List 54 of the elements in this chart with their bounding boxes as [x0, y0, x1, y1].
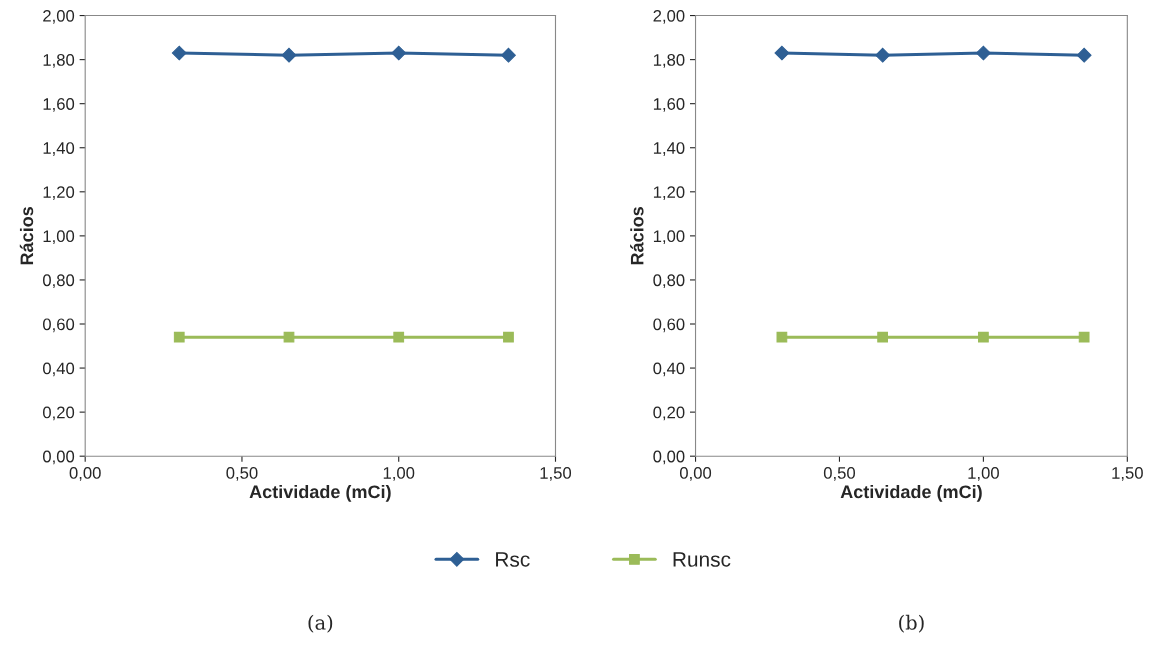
y-tick-label: 2,00 [43, 9, 75, 24]
y-tick-label: 1,60 [43, 98, 75, 112]
y-tick-label: 1,60 [653, 98, 685, 112]
x-tick-label: 0,00 [69, 467, 101, 481]
y-tick-label: 1,00 [653, 230, 685, 245]
point [1076, 47, 1092, 63]
point [776, 331, 788, 343]
x-tick-label: 0,50 [226, 467, 258, 481]
x-tick-label: 0,50 [823, 467, 856, 481]
y-tick-label: 1,40 [43, 142, 75, 156]
x-tick-label: 0,00 [679, 467, 712, 481]
point [283, 331, 295, 343]
y-tick-label: 0,20 [653, 406, 685, 421]
y-tick-label: 0,60 [42, 318, 75, 333]
text: (b) [899, 614, 924, 633]
point [978, 331, 989, 343]
y-axis-title: Rácios [630, 207, 644, 265]
x-tick-label: 1,00 [383, 467, 415, 481]
point [976, 45, 991, 61]
y-tick-label: 0,00 [42, 450, 75, 465]
point [391, 45, 407, 61]
y-tick-label: 0,80 [42, 274, 75, 289]
y-tick-label: 1,20 [43, 186, 75, 200]
y-tick-label: 0,60 [653, 318, 685, 333]
point [173, 331, 185, 343]
y-tick-label: 1,80 [653, 54, 685, 68]
y-tick-label: 1,00 [43, 230, 75, 245]
point [877, 331, 889, 343]
point [875, 47, 891, 63]
y-tick-label: 1,40 [653, 142, 685, 156]
y-tick-label: 0,20 [42, 406, 75, 421]
y-tick-label: 0,00 [653, 450, 685, 465]
point [503, 331, 514, 343]
point [281, 47, 297, 63]
y-axis-title: Rácios [19, 207, 34, 265]
x-axis-title: Actividade (mCi) [840, 484, 982, 502]
legend-label: Rsc [496, 552, 530, 567]
point [501, 47, 516, 63]
x-tick-label: 1,50 [540, 467, 572, 481]
x-tick-label: 1,50 [1112, 467, 1143, 481]
x-tick-label: 1,00 [968, 467, 999, 481]
y-tick-label: 0,40 [42, 362, 75, 377]
y-tick-label: 1,80 [43, 54, 75, 68]
y-tick-label: 0,40 [653, 362, 685, 377]
point [393, 331, 405, 343]
y-tick-label: 1,20 [653, 186, 685, 200]
legend-label: Runsc [673, 552, 731, 567]
point [774, 45, 790, 61]
y-tick-label: 0,80 [653, 274, 685, 289]
text: (a) [308, 614, 333, 633]
y-tick-label: 2,00 [653, 9, 685, 24]
point [171, 45, 187, 61]
point [1078, 331, 1090, 343]
x-axis-title: Actividade (mCi) [249, 484, 391, 502]
